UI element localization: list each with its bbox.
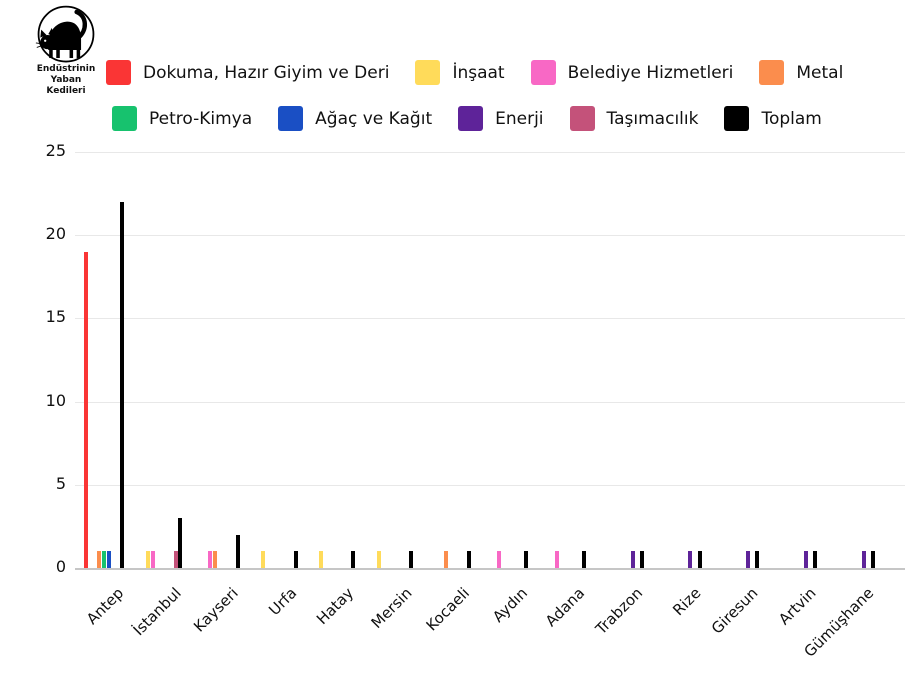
- gridline: [75, 235, 905, 237]
- y-tick-label: 0: [55, 557, 66, 576]
- x-axis-label: Antep: [82, 584, 127, 629]
- gridline: [75, 484, 905, 486]
- x-axis-label: Kocaeli: [422, 584, 474, 635]
- legend-item: Taşımacılık: [569, 106, 699, 131]
- bar: [83, 251, 88, 568]
- wildcat-icon: [35, 5, 95, 63]
- legend-swatch: [569, 106, 595, 131]
- legend-item: Enerji: [458, 106, 544, 131]
- bar: [443, 551, 448, 568]
- logo-text-line: Kedileri: [46, 85, 86, 96]
- legend-item: İnşaat: [415, 60, 505, 85]
- bar: [293, 551, 298, 568]
- gridline: [75, 401, 905, 403]
- x-axis-line: [75, 568, 905, 570]
- legend-label: Dokuma, Hazır Giyim ve Deri: [143, 62, 390, 83]
- bar: [496, 551, 501, 568]
- legend-item: Ağaç ve Kağıt: [278, 106, 432, 131]
- legend-item: Metal: [759, 60, 843, 85]
- legend-swatch: [112, 106, 137, 131]
- logo-text-line: Yaban: [50, 74, 82, 85]
- legend-label: Toplam: [761, 108, 822, 129]
- legend-item: Petro-Kimya: [112, 106, 252, 131]
- legend-label: Enerji: [495, 108, 544, 129]
- legend-item: Dokuma, Hazır Giyim ve Deri: [106, 60, 389, 85]
- bar: [319, 551, 324, 568]
- legend-item: Belediye Hizmetleri: [530, 60, 734, 85]
- x-axis-label: Rize: [668, 584, 704, 620]
- bar: [746, 551, 751, 568]
- bar: [409, 551, 413, 568]
- bar: [466, 551, 471, 568]
- legend-row: Dokuma, Hazır Giyim ve Deri İnşaat Belediy…: [106, 60, 843, 85]
- bar: [554, 551, 559, 568]
- legend-label: İnşaat: [452, 62, 505, 83]
- y-tick-label: 10: [45, 390, 66, 410]
- bar: [212, 551, 217, 568]
- logo: Endüstrinin Yaban Kedileri: [20, 4, 112, 96]
- bar: [120, 201, 125, 568]
- legend-row: Petro-Kimya Ağaç ve Kağıt Enerji Taşımacılı…: [112, 106, 822, 131]
- legend-swatch: [724, 106, 750, 131]
- x-axis-label: İstanbul: [129, 584, 185, 640]
- legend-swatch: [278, 106, 304, 131]
- legend-swatch: [458, 106, 484, 131]
- x-axis-label: Mersin: [367, 584, 416, 632]
- bar: [870, 551, 875, 568]
- legend-swatch: [106, 60, 131, 85]
- bar: [261, 551, 266, 568]
- legend-item: Toplam: [724, 106, 822, 131]
- bar: [102, 551, 106, 568]
- x-axis-label: Giresun: [708, 584, 762, 638]
- bar: [639, 551, 644, 568]
- bar: [697, 551, 702, 568]
- bar: [235, 534, 240, 568]
- bar: [861, 551, 866, 568]
- legend-label: Belediye Hizmetleri: [567, 62, 734, 83]
- y-tick-label: 5: [55, 473, 66, 493]
- gridline: [75, 152, 905, 153]
- bar: [145, 551, 150, 568]
- legend-swatch: [530, 60, 556, 85]
- bar: [582, 551, 587, 568]
- x-axis-label: Artvin: [774, 584, 820, 629]
- legend-swatch: [759, 60, 785, 85]
- bar: [208, 551, 213, 568]
- bar: [351, 551, 356, 568]
- bar: [97, 551, 102, 568]
- legend-label: Metal: [796, 62, 844, 83]
- x-axis-label: Adana: [542, 584, 589, 631]
- gridline: [75, 318, 905, 320]
- legend-swatch: [415, 60, 441, 85]
- bar: [630, 551, 635, 568]
- bar: [755, 551, 760, 568]
- bar: [376, 551, 381, 568]
- y-tick-label: 20: [45, 224, 66, 244]
- bar: [813, 551, 818, 568]
- y-tick-label: 15: [45, 307, 66, 327]
- bar: [106, 551, 111, 568]
- legend-label: Ağaç ve Kağıt: [315, 108, 433, 129]
- bar: [178, 518, 183, 568]
- bar: [688, 551, 693, 568]
- bar: [173, 551, 178, 568]
- x-axis-label: Aydın: [488, 584, 531, 626]
- x-axis-label: Urfa: [264, 584, 300, 620]
- logo-text-line: Endüstrinin: [36, 64, 96, 74]
- y-tick-label: 25: [45, 141, 66, 160]
- x-axis-label: Kayseri: [190, 584, 243, 636]
- bar: [524, 551, 529, 568]
- bar: [803, 551, 808, 568]
- x-axis-label: Hatay: [313, 584, 358, 629]
- x-axis-label: Trabzon: [592, 584, 647, 639]
- legend-label: Petro-Kimya: [149, 108, 253, 129]
- legend-label: Taşımacılık: [606, 108, 699, 129]
- bar: [150, 551, 155, 568]
